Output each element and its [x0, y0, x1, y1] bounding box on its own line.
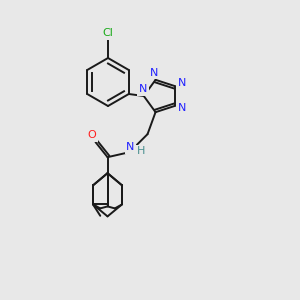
Text: N: N [178, 103, 187, 113]
Text: N: N [139, 84, 147, 94]
Text: Cl: Cl [103, 28, 113, 38]
Text: O: O [87, 130, 96, 140]
Text: H: H [137, 146, 146, 156]
Text: N: N [150, 68, 159, 78]
Text: N: N [126, 142, 135, 152]
Text: N: N [178, 78, 187, 88]
